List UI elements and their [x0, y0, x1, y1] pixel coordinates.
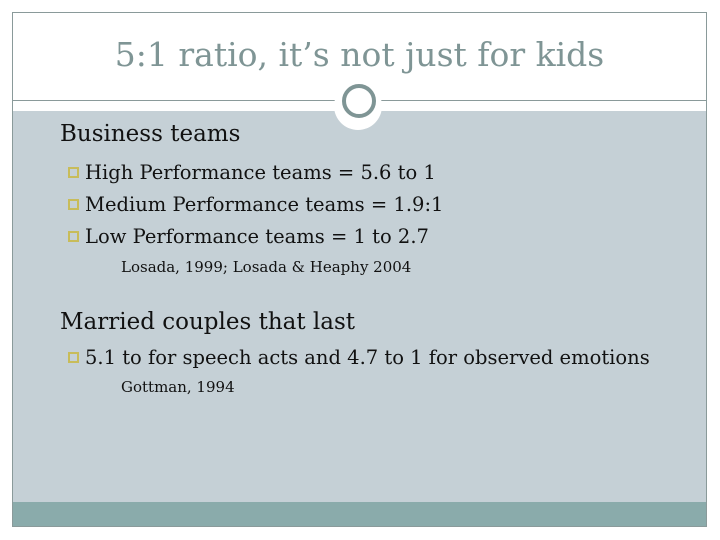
bullet-item: High Performance teams = 5.6 to 1: [68, 161, 436, 184]
square-bullet-icon: [68, 352, 79, 363]
square-bullet-icon: [68, 167, 79, 178]
citation: Gottman, 1994: [121, 378, 235, 396]
slide-body-background: [13, 111, 706, 503]
bullet-item: Medium Performance teams = 1.9:1: [68, 193, 443, 216]
bullet-item: Low Performance teams = 1 to 2.7: [68, 225, 429, 248]
slide-content: Business teams High Performance teams = …: [13, 13, 706, 526]
footer-band: [13, 502, 706, 526]
section-heading-married-couples: Married couples that last: [60, 309, 356, 335]
circle-ornament-icon: [342, 84, 376, 118]
section-heading-business-teams: Business teams: [60, 121, 241, 147]
square-bullet-icon: [68, 231, 79, 242]
bullet-item: 5.1 to for speech acts and 4.7 to 1 for …: [68, 346, 650, 369]
slide-frame: 5:1 ratio, it’s not just for kids Busine…: [12, 12, 707, 527]
slide-title: 5:1 ratio, it’s not just for kids: [114, 35, 605, 74]
citation: Losada, 1999; Losada & Heaphy 2004: [121, 258, 412, 276]
square-bullet-icon: [68, 199, 79, 210]
